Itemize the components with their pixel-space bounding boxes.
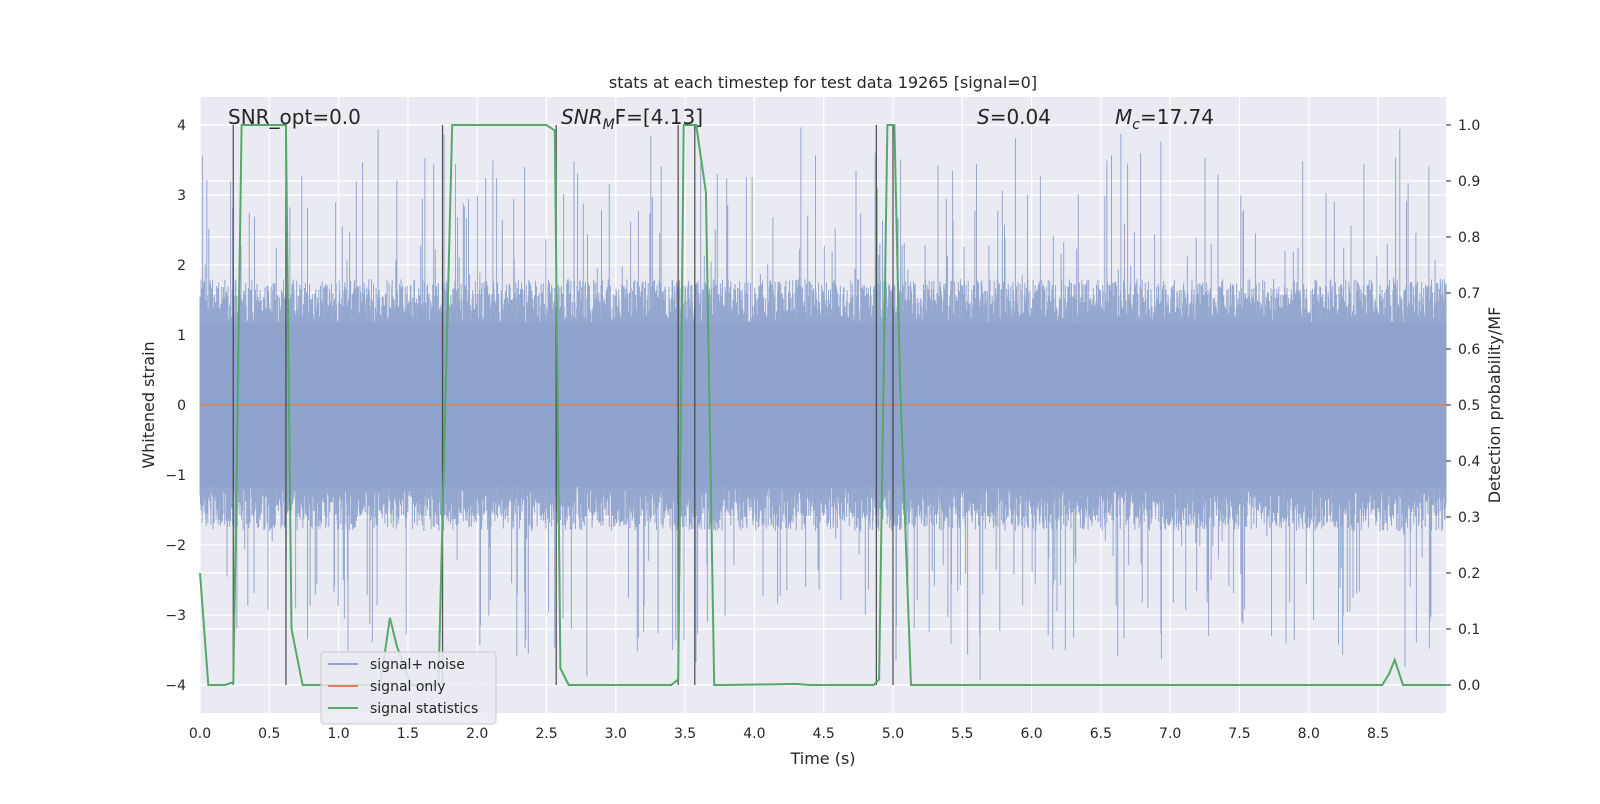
y-tick-label-right: 0.6 <box>1458 342 1480 358</box>
y-tick-label-right: 0.7 <box>1458 286 1480 302</box>
x-tick-label: 7.0 <box>1159 726 1181 742</box>
y-tick-label-right: 0.4 <box>1458 454 1480 470</box>
x-tick-label: 4.5 <box>813 726 835 742</box>
y-tick-label-right: 1.0 <box>1458 118 1480 134</box>
x-tick-label: 8.5 <box>1367 726 1389 742</box>
chart-title: stats at each timestep for test data 192… <box>609 73 1037 92</box>
x-tick-label: 4.0 <box>743 726 765 742</box>
vertical-markers <box>232 125 894 685</box>
annotation-mc: Mc=17.74 <box>1115 105 1214 133</box>
annotation-mc-value: =17.74 <box>1140 105 1214 129</box>
annotation-s-label: S <box>977 105 990 129</box>
x-tick-labels: 0.0 0.5 1.0 1.5 2.0 2.5 3.0 3.5 4.0 4.5 5.0 5.5 6.0 6… <box>189 726 1389 742</box>
x-tick-label: 6.0 <box>1020 726 1042 742</box>
y-tick-label-right: 0.9 <box>1458 174 1480 190</box>
y-axis-label-left: Whitened strain <box>139 341 158 468</box>
x-tick-label: 0.0 <box>189 726 211 742</box>
annotation-s: S=0.04 <box>977 105 1051 129</box>
legend-label-noise: signal+ noise <box>370 657 465 673</box>
y-tick-label-left: 3 <box>177 188 186 204</box>
y-tick-label-left: −4 <box>165 678 186 694</box>
annotation-snr-mf: SNRMF=[4.13] <box>561 105 703 133</box>
y-tick-label-left: −1 <box>165 468 186 484</box>
x-tick-label: 8.0 <box>1298 726 1320 742</box>
annotation-s-value: =0.04 <box>990 105 1051 129</box>
y-tick-label-left: 2 <box>177 258 186 274</box>
y-tick-label-left: 0 <box>177 398 186 414</box>
x-tick-label: 2.5 <box>535 726 557 742</box>
annotation-snr-mf-base: SNR <box>561 105 603 129</box>
y-tick-labels-left: −4 −3 −2 −1 0 1 2 3 4 <box>165 118 186 694</box>
x-tick-label: 1.5 <box>397 726 419 742</box>
y-axis-label-right: Detection probability/MF <box>1485 307 1504 504</box>
annotation-mc-sub: c <box>1132 117 1140 133</box>
legend: signal+ noise signal only signal statist… <box>320 651 497 725</box>
legend-label-statistics: signal statistics <box>370 701 478 717</box>
x-tick-label: 5.5 <box>951 726 973 742</box>
annotation-mc-label: M <box>1115 105 1132 129</box>
annotation-snr-mf-rest: F=[4.13] <box>615 105 703 129</box>
y-tick-label-right: 0.8 <box>1458 230 1480 246</box>
legend-box <box>320 651 497 725</box>
y-tick-label-right: 0.2 <box>1458 566 1480 582</box>
x-tick-label: 3.5 <box>674 726 696 742</box>
x-tick-label: 0.5 <box>258 726 280 742</box>
annotation-snr-opt: SNR_opt=0.0 <box>228 105 361 129</box>
x-tick-label: 6.5 <box>1090 726 1112 742</box>
y-tick-labels-right: 0.0 0.1 0.2 0.3 0.4 0.5 0.6 0.7 0.8 0.9 1.0 <box>1446 118 1480 694</box>
x-tick-label: 3.0 <box>605 726 627 742</box>
y-tick-label-left: 1 <box>177 328 186 344</box>
y-tick-label-left: 4 <box>177 118 186 134</box>
x-tick-label: 5.0 <box>882 726 904 742</box>
x-axis-label: Time (s) <box>789 749 855 768</box>
x-tick-label: 7.5 <box>1228 726 1250 742</box>
annotation-snr-mf-sub: M <box>603 117 615 133</box>
y-tick-label-right: 0.1 <box>1458 622 1480 638</box>
x-tick-label: 2.0 <box>466 726 488 742</box>
y-tick-label-right: 0.3 <box>1458 510 1480 526</box>
y-tick-label-right: 0.0 <box>1458 678 1480 694</box>
signal-statistics-series <box>199 124 1446 686</box>
y-tick-label-right: 0.5 <box>1458 398 1480 414</box>
legend-label-signal-only: signal only <box>370 679 445 695</box>
y-tick-label-left: −3 <box>165 608 186 624</box>
x-tick-label: 1.0 <box>327 726 349 742</box>
y-tick-label-left: −2 <box>165 538 186 554</box>
